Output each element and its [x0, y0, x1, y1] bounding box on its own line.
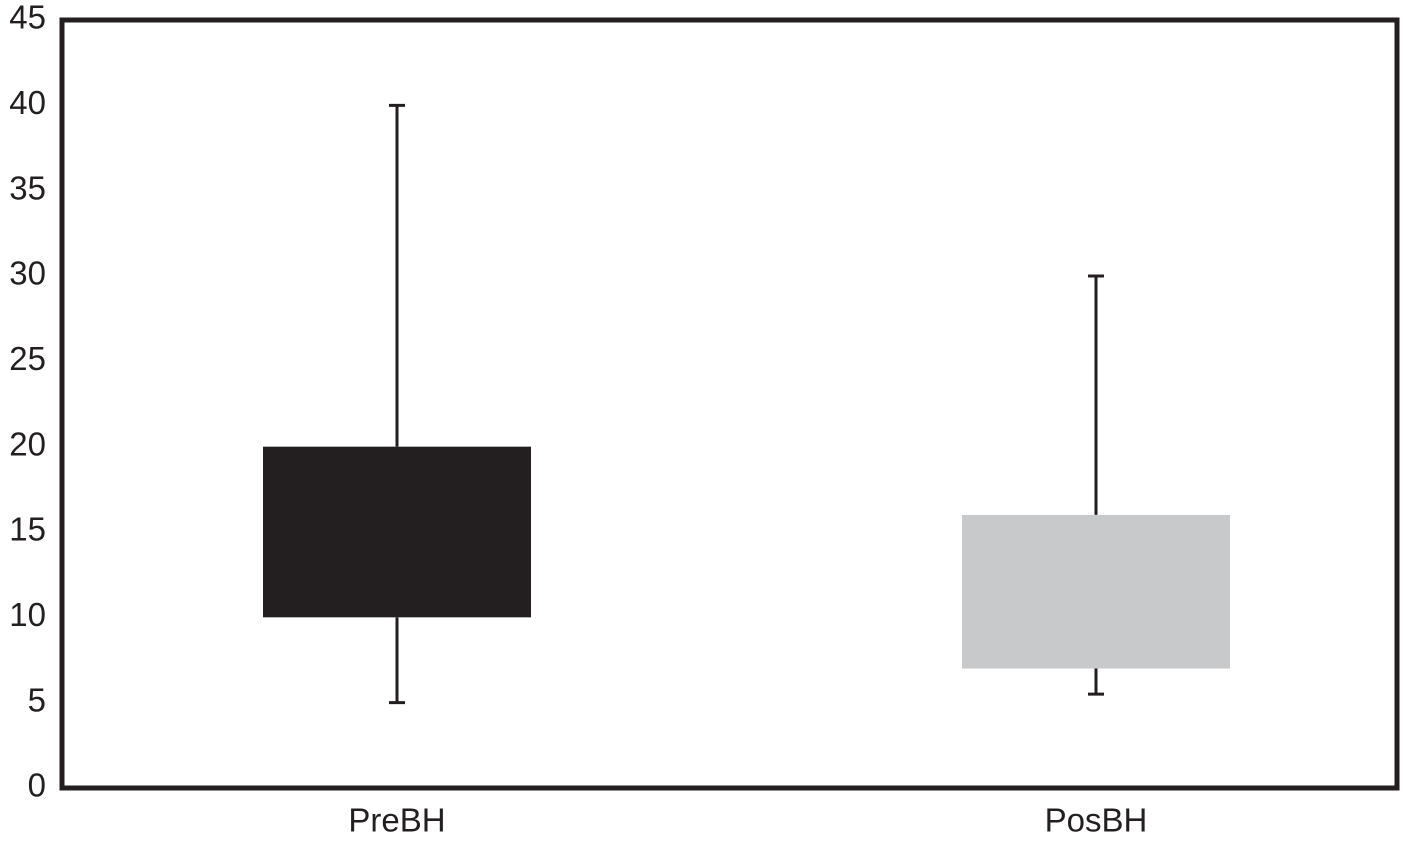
plot-frame [59, 17, 1400, 791]
y-tick-label: 15 [9, 511, 46, 548]
box [962, 514, 1230, 669]
whisker [389, 103, 405, 447]
y-tick-label: 40 [9, 84, 46, 121]
whisker [389, 617, 405, 705]
y-tick-label: 5 [28, 681, 46, 718]
y-tick-label: 45 [9, 0, 46, 36]
y-tick-label: 0 [28, 767, 46, 804]
y-tick-label: 30 [9, 255, 46, 292]
x-tick-label: PosBH [1045, 802, 1148, 839]
x-tick-label: PreBH [348, 802, 445, 839]
whisker [1088, 274, 1104, 515]
y-tick-label: 25 [9, 340, 46, 377]
whisker [1088, 668, 1104, 696]
box [263, 446, 531, 618]
y-tick-label: 35 [9, 169, 46, 206]
y-tick-label: 20 [9, 425, 46, 462]
y-tick-label: 10 [9, 596, 46, 633]
